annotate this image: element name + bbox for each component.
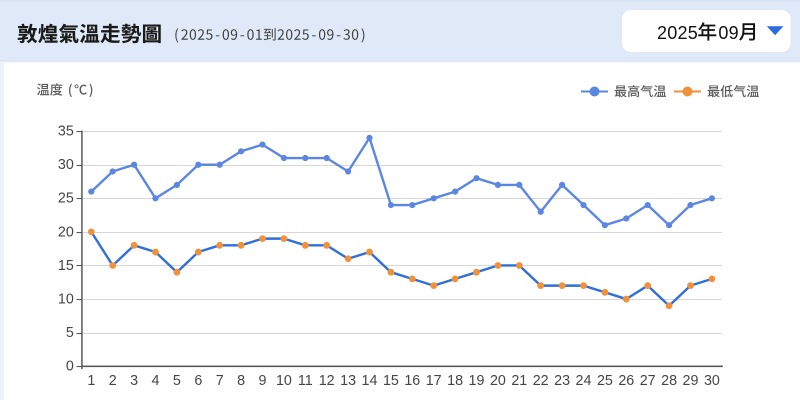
svg-text:15: 15 xyxy=(383,373,399,389)
svg-text:6: 6 xyxy=(194,373,202,389)
svg-text:30: 30 xyxy=(704,373,720,389)
svg-text:8: 8 xyxy=(237,373,245,389)
svg-text:26: 26 xyxy=(618,373,634,389)
svg-text:09: 09 xyxy=(718,23,739,43)
svg-text:4: 4 xyxy=(152,373,160,389)
svg-text:5: 5 xyxy=(66,325,74,341)
svg-text:30: 30 xyxy=(58,157,74,173)
svg-text:5: 5 xyxy=(173,373,181,389)
svg-text:2: 2 xyxy=(109,373,117,389)
svg-text:17: 17 xyxy=(426,373,442,389)
svg-text:14: 14 xyxy=(362,373,378,389)
svg-text:9: 9 xyxy=(259,373,267,389)
svg-text:1: 1 xyxy=(87,373,95,389)
svg-text:27: 27 xyxy=(640,373,656,389)
svg-text:12: 12 xyxy=(319,373,335,389)
svg-text:23: 23 xyxy=(554,373,570,389)
svg-text:28: 28 xyxy=(661,373,677,389)
svg-text:7: 7 xyxy=(216,373,224,389)
svg-text:25: 25 xyxy=(597,373,613,389)
svg-text:21: 21 xyxy=(511,373,527,389)
svg-text:24: 24 xyxy=(576,373,592,389)
svg-text:35: 35 xyxy=(58,124,74,140)
svg-text:29: 29 xyxy=(683,373,699,389)
svg-text:25: 25 xyxy=(58,191,74,207)
svg-text:3: 3 xyxy=(130,373,138,389)
svg-text:19: 19 xyxy=(469,373,485,389)
svg-text:10: 10 xyxy=(276,373,292,389)
svg-text:22: 22 xyxy=(533,373,549,389)
svg-text:15: 15 xyxy=(58,258,74,274)
svg-text:20: 20 xyxy=(58,224,74,240)
svg-text:2025: 2025 xyxy=(657,23,698,43)
svg-text:11: 11 xyxy=(298,373,313,389)
svg-text:18: 18 xyxy=(447,373,463,389)
svg-text:10: 10 xyxy=(58,291,74,307)
svg-text:20: 20 xyxy=(490,373,506,389)
svg-text:16: 16 xyxy=(404,373,420,389)
svg-text:0: 0 xyxy=(66,359,74,375)
svg-text:13: 13 xyxy=(340,373,356,389)
